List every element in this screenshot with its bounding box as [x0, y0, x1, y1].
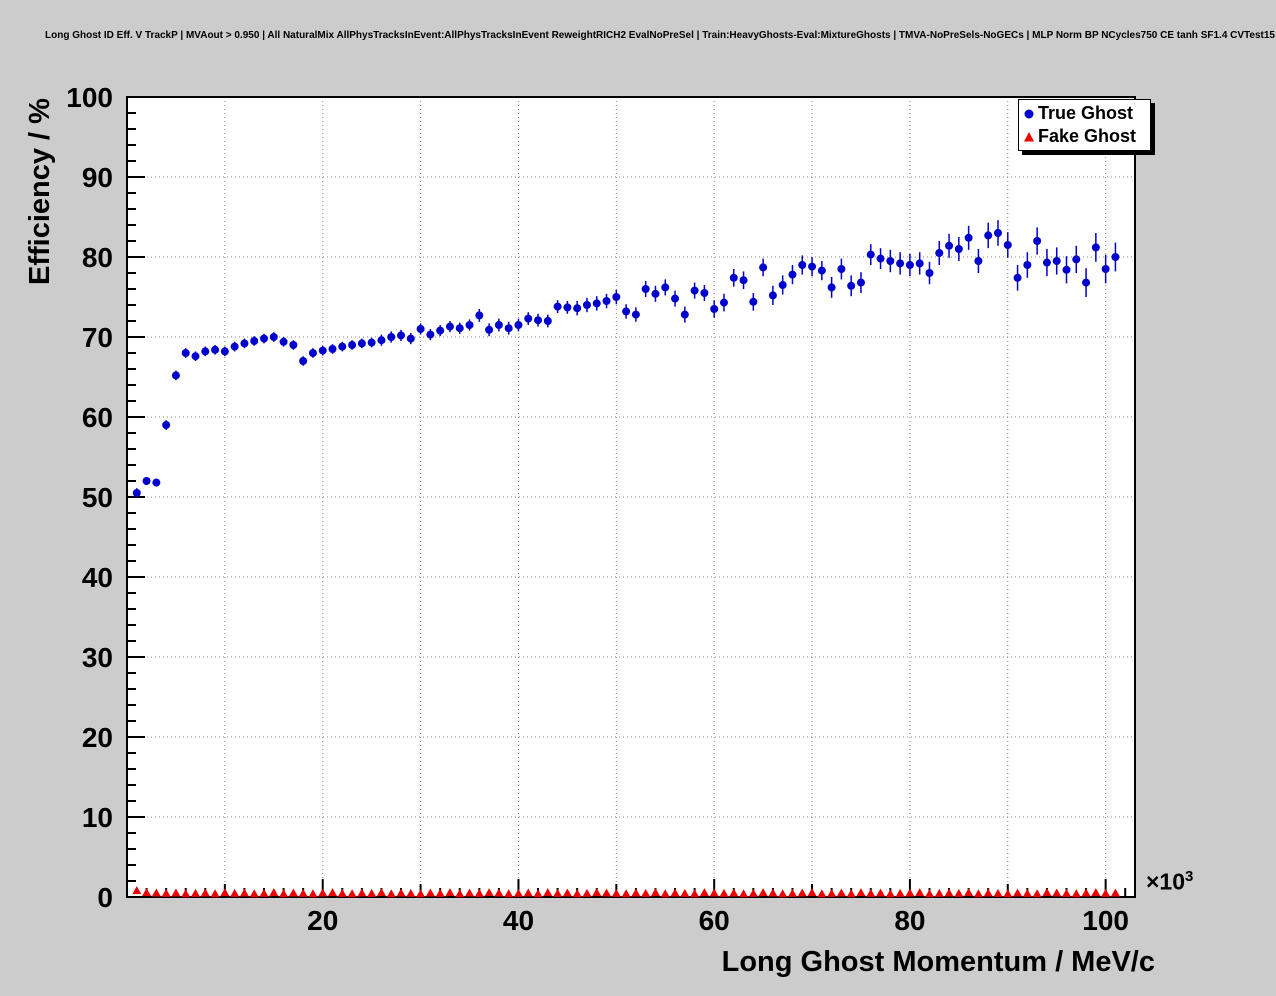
svg-text:70: 70 — [82, 322, 113, 353]
svg-text:20: 20 — [307, 905, 338, 936]
svg-text:100: 100 — [1082, 905, 1129, 936]
svg-text:20: 20 — [82, 722, 113, 753]
series-fake-ghost — [132, 886, 1120, 898]
true-ghost-marker-icon — [1022, 107, 1036, 121]
svg-text:60: 60 — [699, 905, 730, 936]
gridlines — [127, 97, 1135, 897]
legend-entry-fake-ghost: Fake Ghost — [1019, 125, 1150, 148]
frame-border — [126, 96, 1136, 898]
svg-text:80: 80 — [82, 242, 113, 273]
svg-text:80: 80 — [894, 905, 925, 936]
x-axis-multiplier-base: ×10 — [1146, 868, 1186, 895]
svg-text:50: 50 — [82, 482, 113, 513]
x-axis-title: Long Ghost Momentum / MeV/c — [721, 946, 1155, 978]
svg-text:40: 40 — [82, 562, 113, 593]
svg-text:30: 30 — [82, 642, 113, 673]
x-axis-multiplier: ×103 — [1146, 868, 1193, 896]
series-true-ghost — [132, 220, 1120, 498]
tick-labels: 0 10 20 30 40 50 60 70 80 90 100 20 40 60 80 100 — [66, 82, 1129, 936]
fake-ghost-marker-icon — [1022, 130, 1036, 144]
svg-text:90: 90 — [82, 162, 113, 193]
legend: True Ghost Fake Ghost — [1018, 99, 1151, 151]
svg-text:60: 60 — [82, 402, 113, 433]
x-axis-multiplier-exponent: 3 — [1185, 868, 1194, 885]
legend-label-true-ghost: True Ghost — [1038, 103, 1134, 123]
svg-text:100: 100 — [66, 82, 113, 113]
svg-text:40: 40 — [503, 905, 534, 936]
svg-text:10: 10 — [82, 802, 113, 833]
plot-title: Long Ghost ID Eff. V TrackP | MVAout > 0… — [45, 30, 1276, 41]
legend-entry-true-ghost: True Ghost — [1019, 102, 1150, 125]
legend-label-fake-ghost: Fake Ghost — [1038, 126, 1137, 146]
svg-text:0: 0 — [97, 882, 113, 913]
